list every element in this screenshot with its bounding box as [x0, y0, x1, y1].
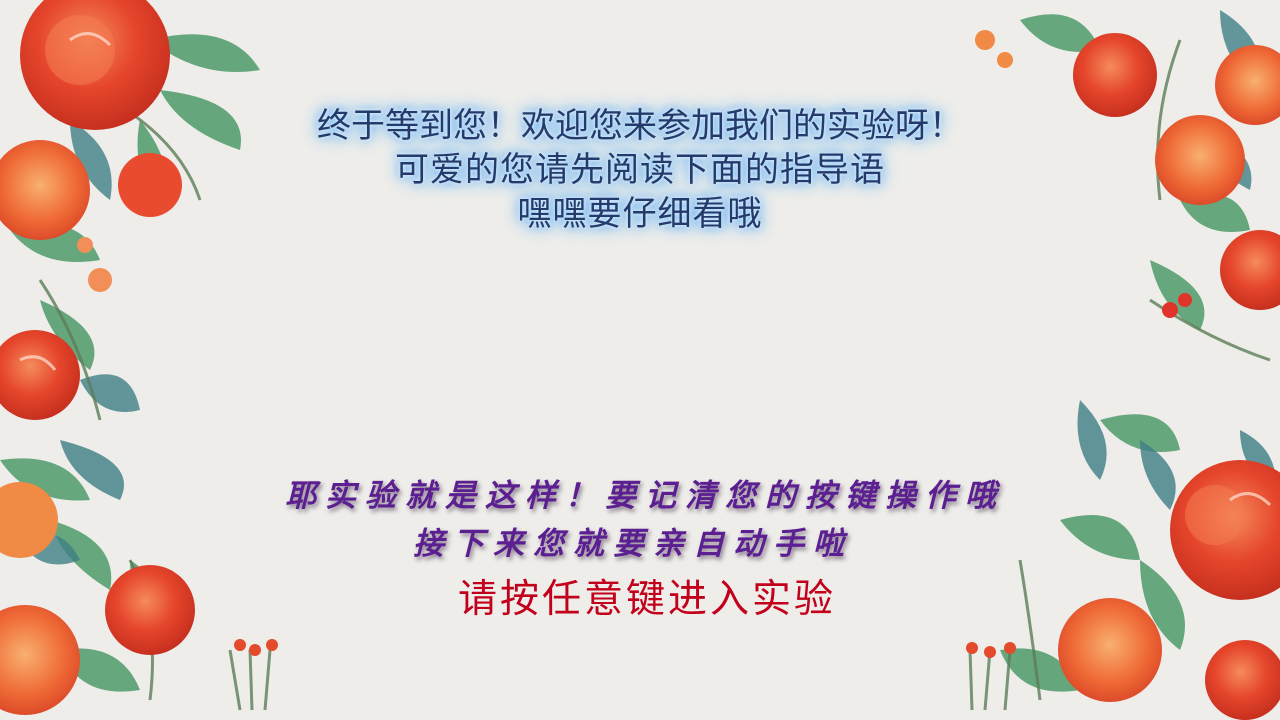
start-prompt-text: 请按任意键进入实验: [457, 577, 836, 622]
welcome-line-3: 嘿嘿要仔细看哦: [517, 194, 763, 234]
start-prompt: 请按任意键进入实验: [0, 572, 1280, 628]
welcome-line-2: 可爱的您请先阅读下面的指导语: [395, 150, 885, 190]
right-floral-cluster: [966, 10, 1280, 720]
instruction-message: 耶实验就是这样！要记清您的按键操作哦 接下来您就要亲自动手啦: [0, 472, 1280, 568]
instruction-line-2: 接下来您就要亲自动手啦: [413, 526, 853, 562]
welcome-line-1: 终于等到您！欢迎您来参加我们的实验呀！: [317, 106, 963, 146]
instruction-line-1: 耶实验就是这样！要记清您的按键操作哦: [285, 478, 1005, 514]
welcome-message: 终于等到您！欢迎您来参加我们的实验呀！ 可爱的您请先阅读下面的指导语 嘿嘿要仔细…: [0, 104, 1280, 236]
left-floral-cluster: [0, 0, 278, 715]
